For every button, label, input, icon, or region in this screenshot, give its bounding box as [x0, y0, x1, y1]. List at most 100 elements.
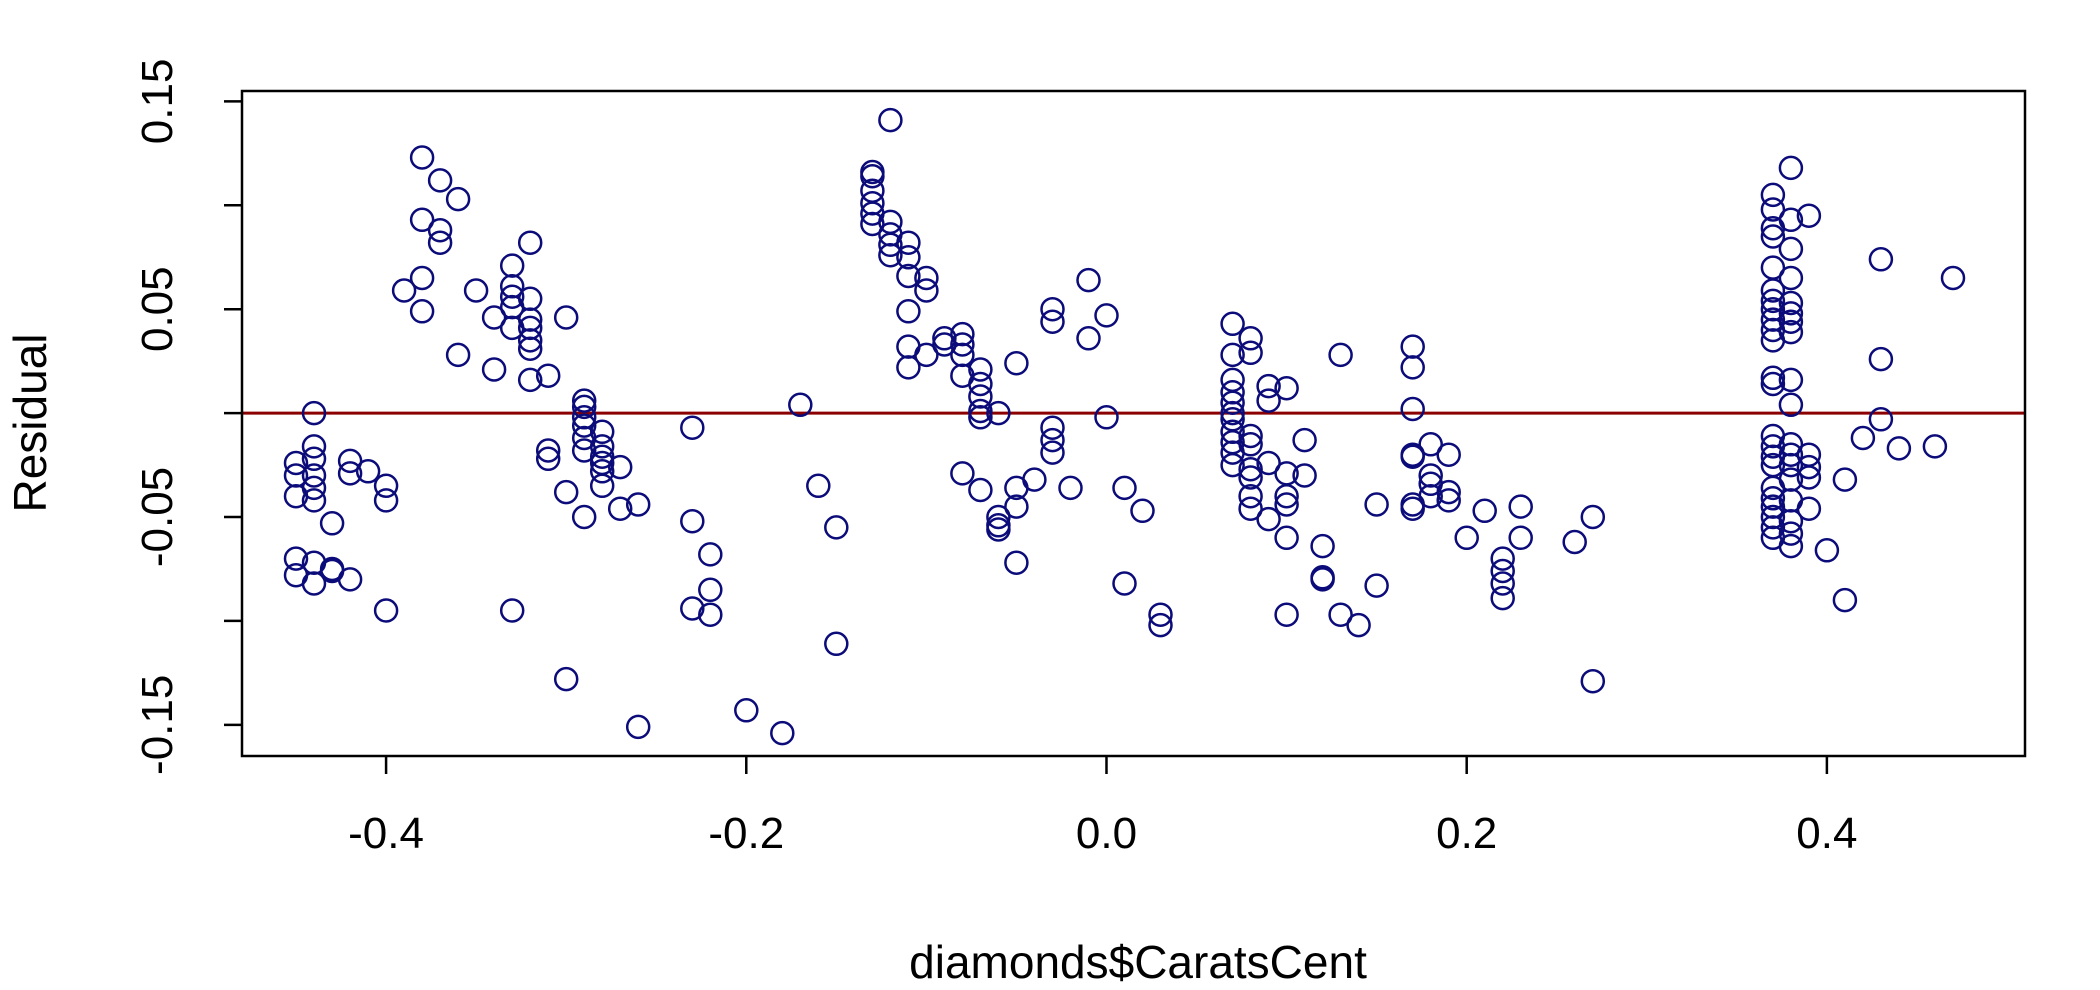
x-tick-label: 0.4 [1796, 809, 1857, 858]
data-point [1400, 496, 1425, 521]
data-point [409, 207, 435, 233]
data-point [1238, 423, 1263, 449]
data-point [1238, 465, 1263, 490]
data-point [1850, 425, 1876, 451]
data-point [517, 336, 543, 361]
data-point [1256, 388, 1281, 413]
data-point [1256, 373, 1281, 399]
data-point [1778, 236, 1804, 262]
x-axis-title: diamonds$CaratsCent [909, 936, 1367, 988]
x-tick-label: -0.4 [348, 809, 424, 858]
data-point [1058, 475, 1083, 501]
data-point [1580, 668, 1606, 694]
data-point [283, 463, 309, 488]
data-point [1490, 546, 1515, 571]
data-point [1400, 444, 1425, 469]
data-point [409, 145, 435, 170]
data-point [1328, 342, 1353, 368]
data-point [1778, 452, 1804, 478]
data-point [391, 278, 417, 303]
data-point [914, 342, 939, 368]
data-point [571, 388, 597, 413]
data-point [1094, 303, 1119, 328]
data-point [1778, 392, 1804, 418]
x-tick-label: -0.2 [708, 809, 784, 858]
data-point [1472, 498, 1497, 524]
data-point [1274, 525, 1299, 551]
y-tick-label: 0.15 [133, 59, 182, 145]
data-point [1580, 504, 1606, 530]
data-point [896, 230, 921, 255]
data-point [1922, 434, 1948, 459]
data-point [535, 446, 561, 472]
data-point [571, 394, 597, 420]
data-point [1040, 309, 1065, 334]
data-point [1778, 319, 1804, 345]
data-point [625, 714, 651, 740]
data-point [1868, 247, 1894, 272]
data-point [1778, 301, 1804, 326]
data-point [1778, 207, 1804, 233]
data-point [1778, 309, 1804, 334]
data-point [607, 454, 633, 480]
data-point [1292, 463, 1317, 488]
data-point [968, 405, 993, 430]
data-point [481, 305, 507, 330]
data-point [1328, 602, 1353, 627]
data-point [1796, 203, 1822, 228]
y-tick-label: -0.05 [133, 467, 182, 567]
data-point [301, 434, 327, 459]
data-point [878, 242, 903, 268]
data-point [1778, 521, 1804, 546]
data-point [1220, 367, 1245, 393]
data-point [481, 357, 507, 382]
y-axis-title: Residual [4, 334, 56, 513]
data-point [373, 473, 399, 499]
data-point [517, 367, 543, 393]
data-point [625, 492, 651, 517]
data-point [1040, 415, 1065, 440]
data-point [986, 504, 1011, 530]
data-point [698, 602, 723, 627]
data-point [535, 363, 561, 388]
data-point [373, 488, 399, 513]
data-point [1274, 375, 1299, 401]
plot-layer [242, 107, 2025, 746]
data-point [553, 666, 579, 692]
data-point [571, 405, 597, 430]
data-point [463, 278, 489, 303]
data-point [1832, 467, 1858, 492]
data-point [589, 419, 615, 445]
data-point [1220, 311, 1245, 337]
data-point [427, 168, 453, 193]
data-point [301, 488, 327, 513]
data-point [914, 265, 939, 291]
data-point [553, 479, 579, 505]
x-tick-label: 0.0 [1076, 809, 1137, 858]
data-point [1364, 573, 1389, 598]
data-point [1418, 483, 1443, 509]
data-point [301, 446, 327, 472]
data-point [1436, 442, 1461, 467]
data-point [968, 357, 993, 382]
data-point [337, 461, 363, 486]
data-point [445, 342, 471, 368]
data-point [1760, 486, 1786, 511]
data-point [1778, 290, 1804, 316]
data-point [1796, 454, 1822, 480]
data-point [283, 450, 309, 476]
data-point [427, 230, 453, 255]
data-point [1022, 467, 1047, 492]
data-point [1238, 326, 1263, 351]
data-point [301, 463, 327, 488]
data-point [1310, 533, 1335, 559]
data-point [806, 473, 831, 499]
data-point [1004, 494, 1029, 519]
data-point [698, 542, 723, 567]
data-point [607, 496, 633, 521]
data-point [1868, 346, 1894, 372]
data-point [1040, 440, 1065, 465]
data-point [589, 434, 615, 459]
data-point [1094, 405, 1119, 430]
